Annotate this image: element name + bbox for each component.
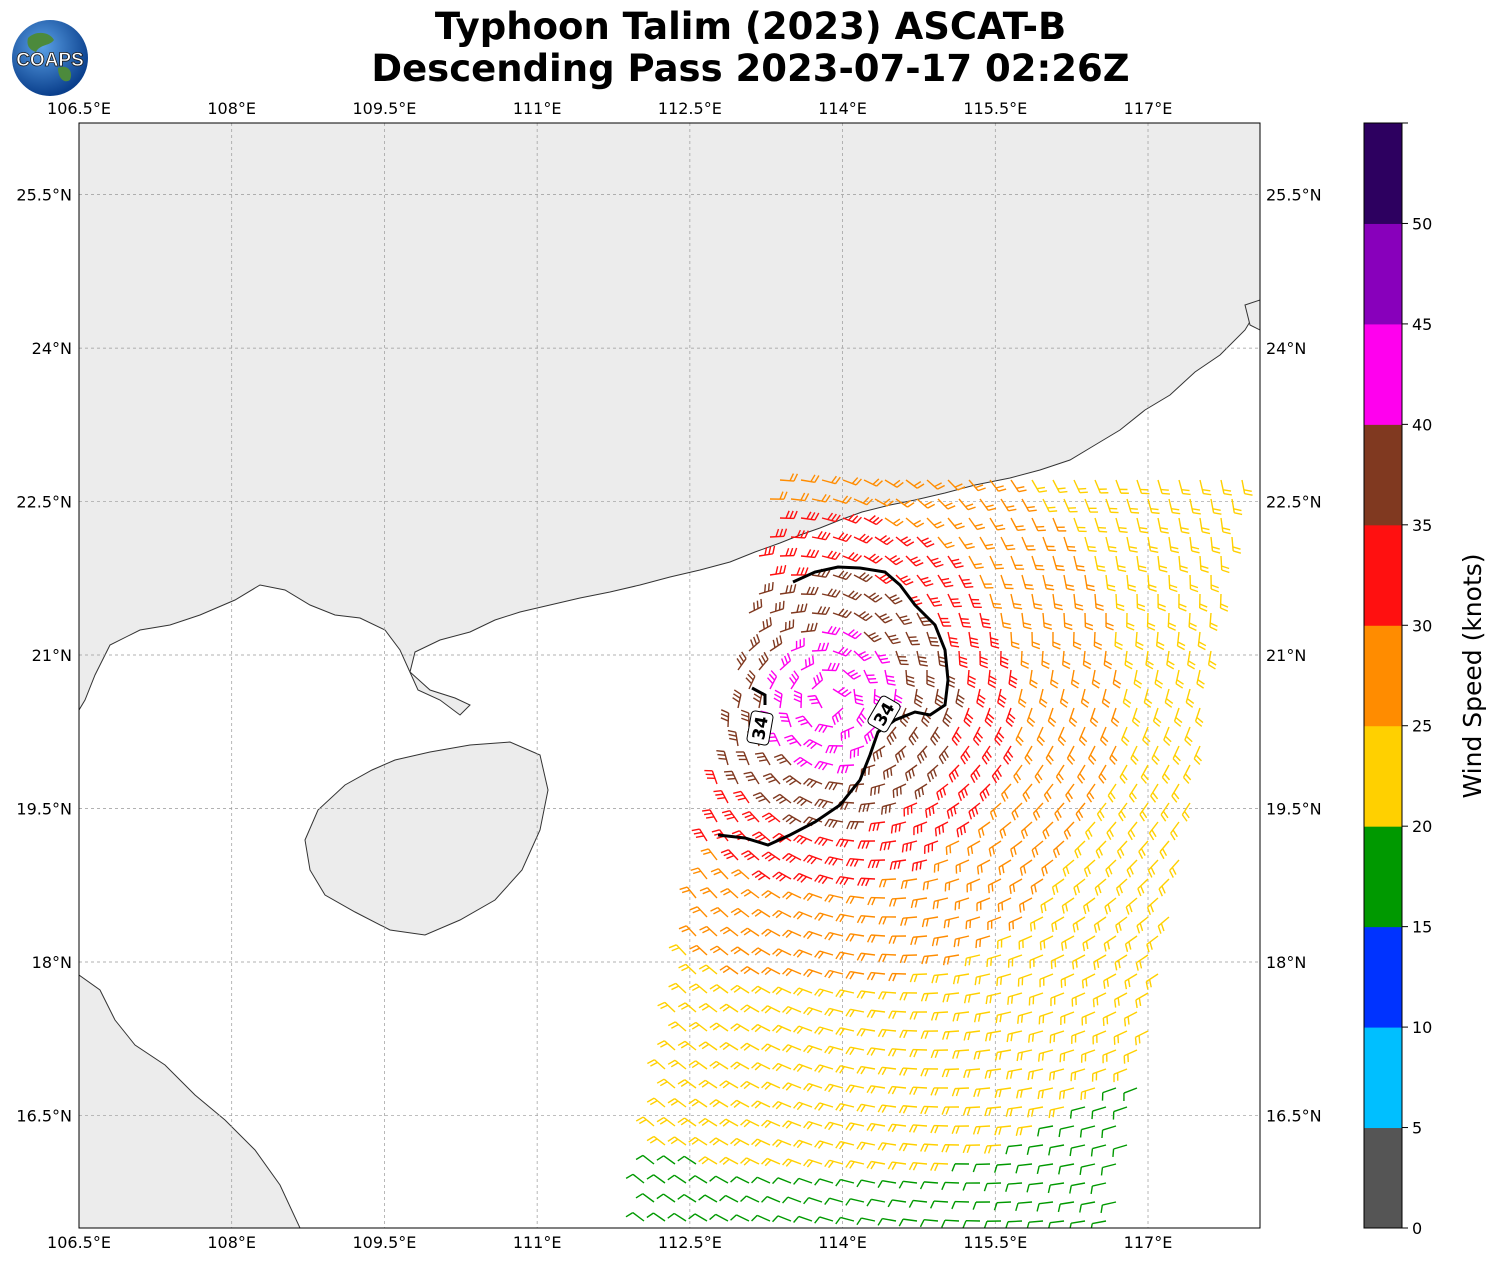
lat-tick-right: 21°N (1266, 646, 1306, 665)
colorbar-swatch (1364, 123, 1402, 224)
lon-tick-bottom: 117°E (1124, 1233, 1173, 1252)
lat-tick-left: 18°N (32, 953, 72, 972)
colorbar-label: Wind Speed (knots) (1458, 553, 1487, 798)
lat-tick-right: 22.5°N (1266, 493, 1322, 512)
colorbar-swatch (1364, 725, 1402, 827)
colorbar-swatch (1364, 524, 1402, 626)
contour-label-left: 34 (746, 710, 774, 746)
lon-tick-bottom: 115.5°E (963, 1233, 1027, 1252)
lon-tick-top: 114°E (818, 99, 867, 118)
colorbar-tick: 30 (1412, 616, 1432, 635)
colorbar-tick: 50 (1412, 214, 1432, 233)
lat-tick-right: 25.5°N (1266, 186, 1322, 205)
colorbar-swatch (1364, 323, 1402, 425)
colorbar-swatch (1364, 223, 1402, 325)
colorbar-tick: 25 (1412, 717, 1432, 736)
logo-text: COAPS (16, 50, 84, 71)
lon-tick-bottom: 106.5°E (47, 1233, 111, 1252)
colorbar-swatch (1364, 826, 1402, 928)
colorbar-tick: 15 (1412, 918, 1432, 937)
gridlines (79, 123, 1260, 1228)
taiwan-coast (1244, 299, 1260, 331)
contour-34kt-inner (751, 686, 767, 705)
colorbar-tick: 5 (1412, 1119, 1422, 1138)
colorbar-tick: 20 (1412, 817, 1432, 836)
lon-tick-top: 117°E (1124, 99, 1173, 118)
hainan-island (304, 741, 549, 936)
vietnam-coast (79, 974, 301, 1228)
chart-title: Typhoon Talim (2023) ASCAT-B Descending … (0, 6, 1501, 90)
lat-tick-left: 24°N (32, 339, 72, 358)
colorbar-swatch (1364, 625, 1402, 727)
colorbar-tick: 10 (1412, 1018, 1432, 1037)
lat-tick-left: 19.5°N (16, 800, 72, 819)
lon-tick-bottom: 114°E (818, 1233, 867, 1252)
lon-tick-top: 106.5°E (47, 99, 111, 118)
colorbar-tick: 40 (1412, 415, 1432, 434)
contour-label-text-2: 34 (749, 715, 773, 742)
lon-tick-bottom: 109.5°E (352, 1233, 416, 1252)
lat-tick-right: 19.5°N (1266, 800, 1322, 819)
lon-tick-top: 108°E (207, 99, 256, 118)
lat-tick-right: 24°N (1266, 339, 1306, 358)
wind-barbs (625, 473, 1253, 1228)
colorbar-swatch (1364, 1027, 1402, 1129)
title-line-1: Typhoon Talim (2023) ASCAT-B (434, 5, 1067, 48)
axis-tick-labels: 106.5°E 106.5°E 108°E 108°E 109.5°E 109.5°E 11… (16, 99, 1321, 1252)
colorbar-tick: 45 (1412, 315, 1432, 334)
lon-tick-top: 109.5°E (352, 99, 416, 118)
colorbar-tick: 0 (1412, 1219, 1422, 1238)
lat-tick-left: 22.5°N (16, 493, 72, 512)
colorbar-swatch (1364, 424, 1402, 526)
lon-tick-top: 112.5°E (658, 99, 722, 118)
map-frame (78, 122, 1261, 1229)
coaps-logo: COAPS (12, 20, 88, 96)
mainland-china (79, 123, 1260, 716)
colorbar-tick: 35 (1412, 516, 1432, 535)
contour-34kt (717, 565, 950, 847)
lat-tick-left: 16.5°N (16, 1106, 72, 1125)
lat-tick-left: 21°N (32, 646, 72, 665)
title-line-2: Descending Pass 2023-07-17 02:26Z (371, 47, 1130, 90)
lon-tick-bottom: 111°E (513, 1233, 562, 1252)
lat-tick-right: 18°N (1266, 953, 1306, 972)
lat-tick-right: 16.5°N (1266, 1106, 1322, 1125)
lat-tick-left: 25.5°N (16, 186, 72, 205)
colorbar-swatch (1364, 926, 1402, 1028)
colorbar: 0 5 10 15 20 25 30 35 40 45 50 Wind Speed (knots) (1363, 122, 1487, 1238)
lon-tick-bottom: 108°E (207, 1233, 256, 1252)
lon-tick-bottom: 112.5°E (658, 1233, 722, 1252)
lon-tick-top: 115.5°E (963, 99, 1027, 118)
lon-tick-top: 111°E (513, 99, 562, 118)
colorbar-swatch (1364, 1127, 1402, 1229)
